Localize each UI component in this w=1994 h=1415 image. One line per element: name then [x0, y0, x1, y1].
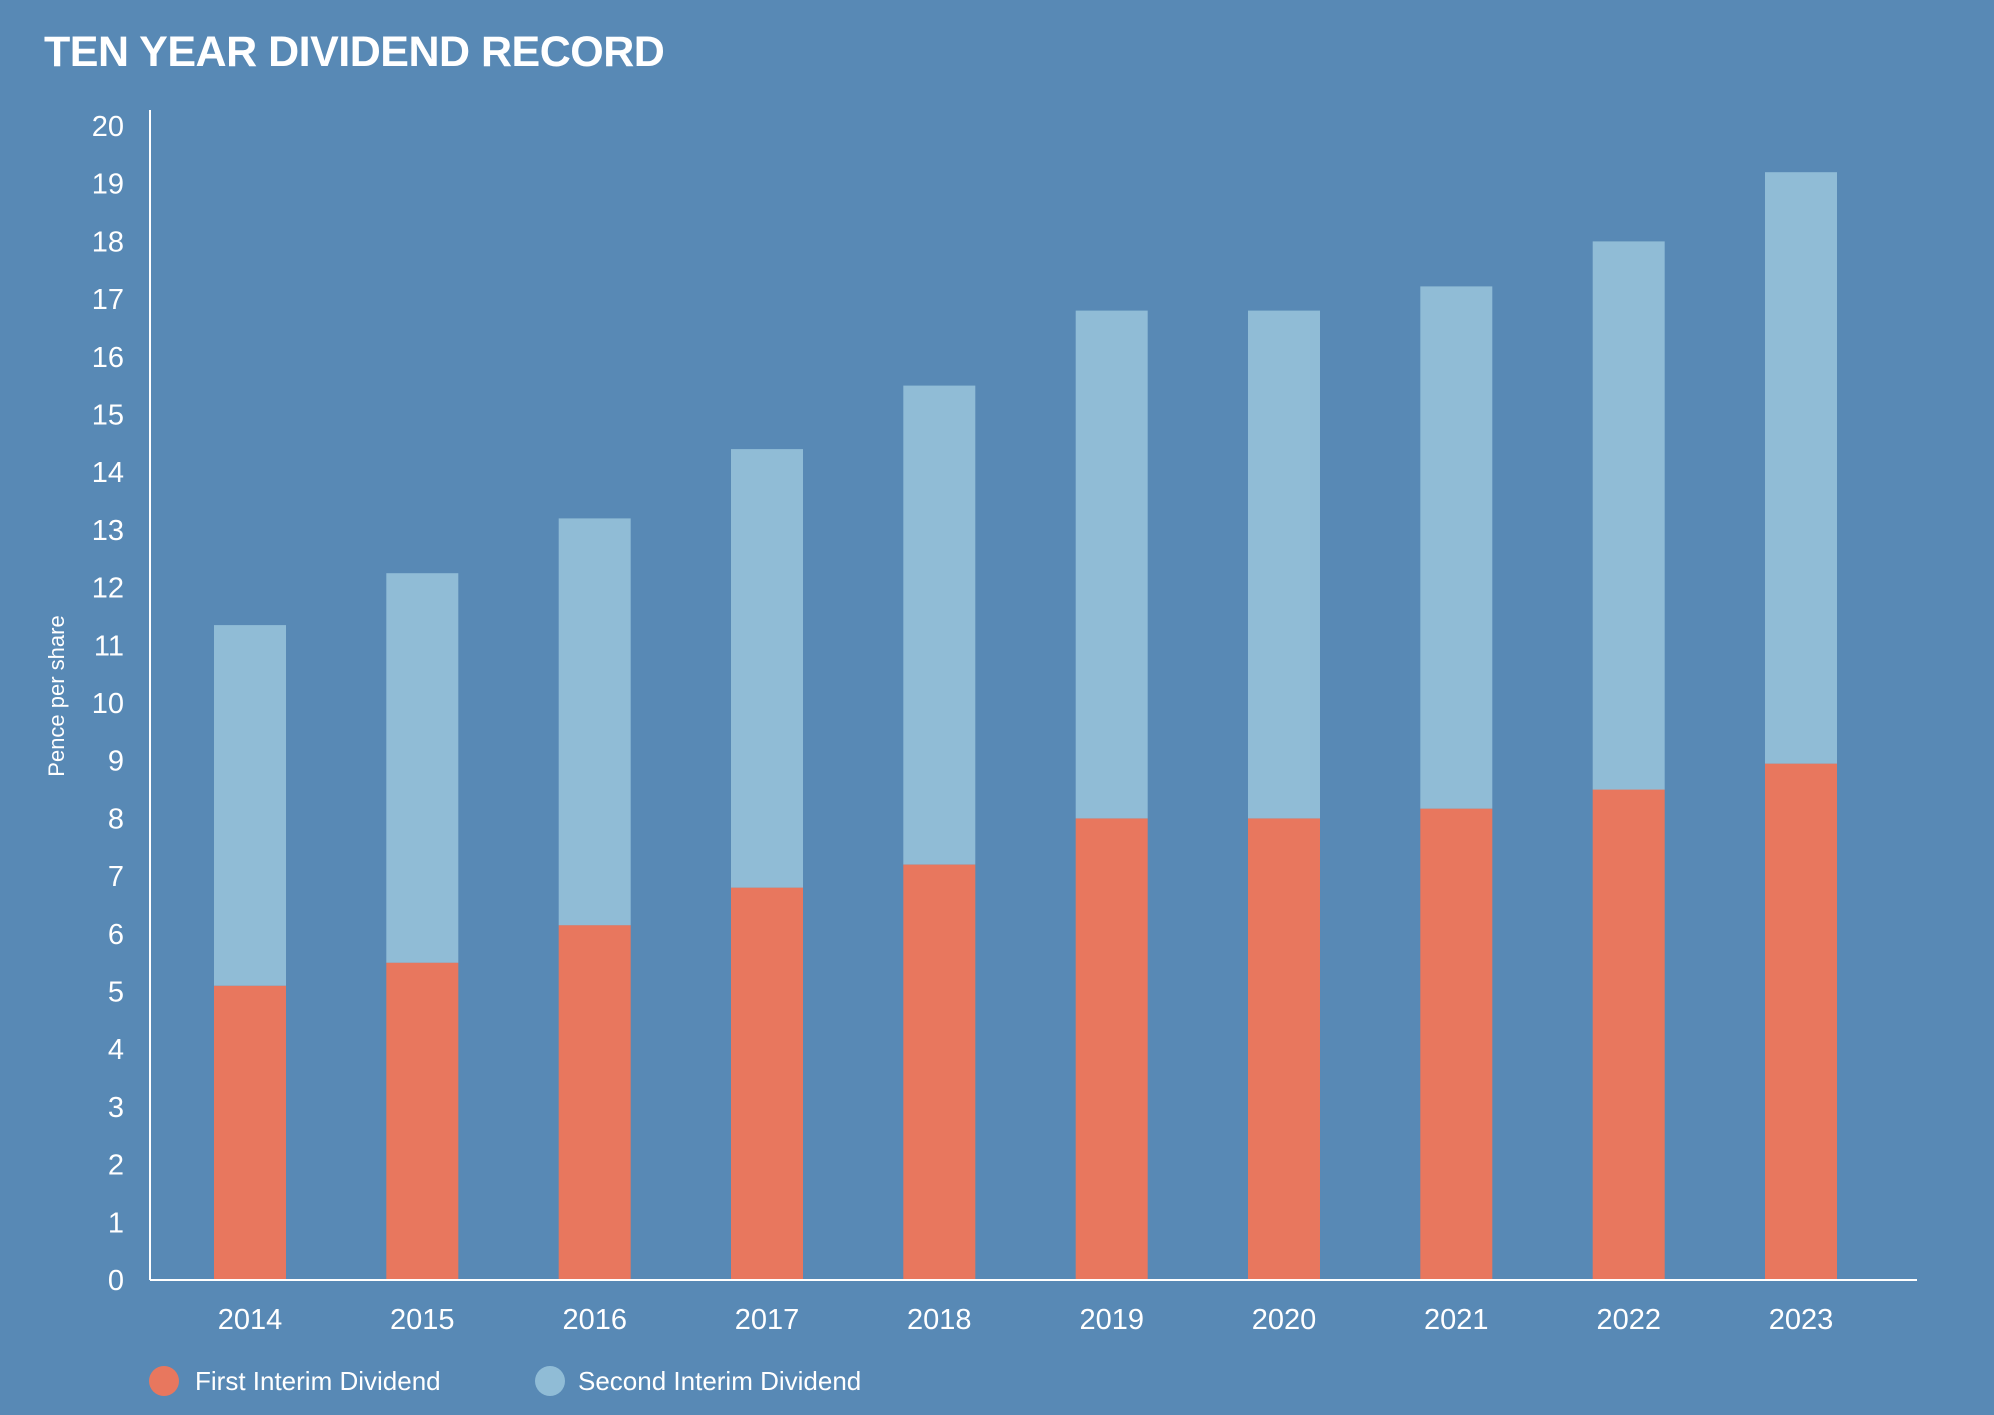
- bar-first-2016: [558, 925, 631, 1280]
- y-tick-label-16: 16: [92, 342, 124, 374]
- y-tick-label-13: 13: [92, 515, 124, 547]
- bar-second-2015: [386, 573, 459, 963]
- x-tick-label-2017: 2017: [735, 1304, 800, 1336]
- bar-second-2021: [1420, 286, 1493, 809]
- bar-second-2018: [903, 385, 976, 865]
- bar-second-2014: [214, 625, 286, 986]
- y-tick-label-15: 15: [92, 400, 124, 432]
- x-tick-label-2020: 2020: [1252, 1304, 1317, 1336]
- y-tick-label-17: 17: [92, 284, 124, 316]
- x-tick-label-2018: 2018: [907, 1304, 972, 1336]
- bar-second-2023: [1765, 172, 1837, 764]
- bars-layer: [214, 172, 1837, 1280]
- bar-first-2020: [1248, 818, 1320, 1280]
- bar-second-2020: [1248, 310, 1320, 819]
- bar-first-2014: [214, 985, 286, 1280]
- bar-first-2021: [1420, 808, 1493, 1280]
- legend-swatch-first: [149, 1366, 179, 1396]
- y-tick-label-3: 3: [108, 1092, 124, 1124]
- x-tick-label-2023: 2023: [1769, 1304, 1834, 1336]
- x-tick-label-2015: 2015: [390, 1304, 455, 1336]
- y-tick-label-8: 8: [108, 803, 124, 835]
- bar-second-2017: [731, 449, 803, 888]
- bar-second-2022: [1592, 241, 1665, 790]
- y-tick-label-20: 20: [92, 111, 124, 143]
- y-tick-label-7: 7: [108, 861, 124, 893]
- chart-title: TEN YEAR DIVIDEND RECORD: [44, 28, 665, 76]
- y-axis-title: Pence per share: [44, 615, 69, 776]
- y-tick-label-0: 0: [108, 1265, 124, 1297]
- legend-swatch-second: [535, 1366, 565, 1396]
- bar-first-2018: [903, 864, 976, 1280]
- y-tick-label-18: 18: [92, 226, 124, 258]
- bar-second-2019: [1075, 310, 1148, 819]
- bar-first-2023: [1765, 763, 1837, 1280]
- y-tick-label-19: 19: [92, 169, 124, 201]
- bar-second-2016: [558, 518, 631, 926]
- y-tick-label-10: 10: [92, 688, 124, 720]
- labels-layer: 2014 2015 2016 2017 2018 2019 2020 2021 2022 2023…: [44, 111, 1833, 1336]
- axes-layer: [149, 110, 1917, 1281]
- legend: First Interim Dividend Second Interim Div…: [149, 1366, 861, 1396]
- x-tick-label-2016: 2016: [562, 1304, 627, 1336]
- y-tick-label-12: 12: [92, 573, 124, 605]
- x-tick-label-2022: 2022: [1596, 1304, 1661, 1336]
- y-tick-label-1: 1: [108, 1207, 124, 1239]
- bar-first-2015: [386, 962, 459, 1280]
- bar-first-2019: [1075, 818, 1148, 1280]
- bar-first-2022: [1592, 789, 1665, 1280]
- y-tick-label-14: 14: [92, 457, 124, 489]
- bar-first-2017: [731, 887, 803, 1280]
- x-tick-label-2014: 2014: [218, 1304, 283, 1336]
- legend-label-first: First Interim Dividend: [195, 1366, 441, 1396]
- y-tick-label-2: 2: [108, 1150, 124, 1182]
- y-tick-label-4: 4: [108, 1034, 124, 1066]
- x-tick-label-2021: 2021: [1424, 1304, 1489, 1336]
- x-tick-label-2019: 2019: [1079, 1304, 1144, 1336]
- y-tick-label-6: 6: [108, 919, 124, 951]
- legend-label-second: Second Interim Dividend: [578, 1366, 861, 1396]
- y-tick-label-9: 9: [108, 746, 124, 778]
- y-tick-label-11: 11: [94, 630, 124, 662]
- y-tick-label-5: 5: [108, 977, 124, 1009]
